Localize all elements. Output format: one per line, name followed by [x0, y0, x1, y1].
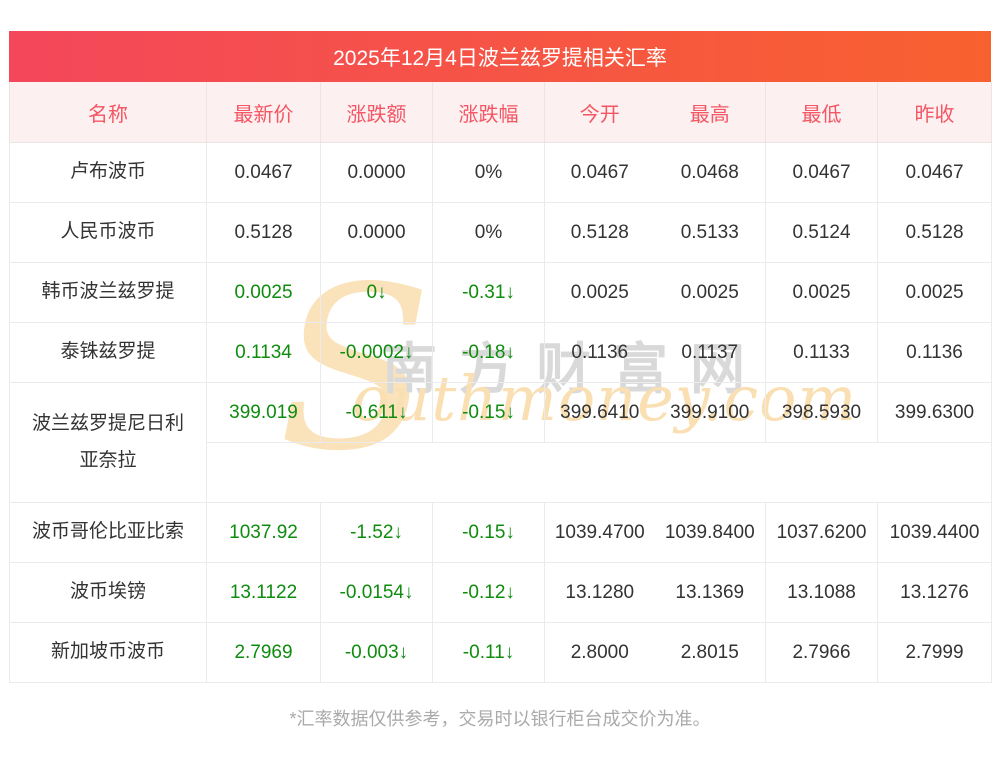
low-price: 2.7966 [765, 622, 878, 683]
change-amount: -0.0002↓ [320, 322, 433, 383]
change-percent: -0.15↓ [432, 502, 545, 563]
table-row: 卢布波币 0.0467 0.0000 0% 0.0467 0.0468 0.04… [9, 142, 992, 203]
low-price: 13.1088 [765, 562, 878, 623]
change-amount: 0.0000 [320, 202, 433, 263]
change-percent: 0% [432, 142, 545, 203]
open-price: 13.1280 [544, 562, 655, 623]
column-header-latest: 最新价 [206, 82, 321, 143]
low-price: 0.0467 [765, 142, 878, 203]
column-header-high: 最高 [654, 82, 766, 143]
open-price: 0.0025 [544, 262, 655, 323]
latest-price: 2.7969 [206, 622, 321, 683]
change-percent: 0% [432, 202, 545, 263]
currency-pair-name: 人民币波币 [9, 202, 207, 263]
currency-pair-name: 韩币波兰兹罗提 [9, 262, 207, 323]
latest-price: 0.0025 [206, 262, 321, 323]
open-price: 0.5128 [544, 202, 655, 263]
high-price: 13.1369 [654, 562, 766, 623]
latest-price: 13.1122 [206, 562, 321, 623]
rates-table: 名称 最新价 涨跌额 涨跌幅 今开 最高 最低 昨收 卢布波币 0.0467 0… [9, 82, 992, 683]
prev-close-price: 2.7999 [877, 622, 992, 683]
prev-close-price: 0.0467 [877, 142, 992, 203]
currency-pair-name: 波币哥伦比亚比索 [9, 502, 207, 563]
high-price: 0.0468 [654, 142, 766, 203]
footnote: *汇率数据仅供参考，交易时以银行柜台成交价为准。 [289, 709, 711, 729]
table-row-spacer [10, 442, 992, 503]
currency-pair-name: 卢布波币 [9, 142, 207, 203]
change-amount: -0.0154↓ [320, 562, 433, 623]
low-price: 0.1133 [765, 322, 878, 383]
low-price: 398.5930 [765, 382, 878, 443]
change-percent: -0.11↓ [432, 622, 545, 683]
open-price: 399.6410 [544, 382, 655, 443]
column-header-change: 涨跌额 [320, 82, 433, 143]
latest-price: 0.0467 [206, 142, 321, 203]
latest-price: 399.019 [206, 382, 321, 443]
table-row: 韩币波兰兹罗提 0.0025 0↓ -0.31↓ 0.0025 0.0025 0… [9, 262, 992, 323]
table-row: 波兰兹罗提尼日利亚奈拉 399.019 -0.611↓ -0.15↓ 399.6… [9, 382, 992, 503]
prev-close-price: 13.1276 [877, 562, 992, 623]
prev-close-price: 399.6300 [877, 382, 992, 443]
change-amount: 0↓ [320, 262, 433, 323]
content-area: 2025年12月4日波兰兹罗提相关汇率 名称 最新价 涨跌额 涨跌幅 今开 最高… [9, 31, 992, 729]
change-amount: -1.52↓ [320, 502, 433, 563]
high-price: 2.8015 [654, 622, 766, 683]
table-row: 人民币波币 0.5128 0.0000 0% 0.5128 0.5133 0.5… [9, 202, 992, 263]
column-header-name: 名称 [9, 82, 207, 143]
prev-close-price: 0.1136 [877, 322, 992, 383]
open-price: 0.0467 [544, 142, 655, 203]
prev-close-price: 0.5128 [877, 202, 992, 263]
high-price: 1039.8400 [654, 502, 766, 563]
currency-pair-name: 波兰兹罗提尼日利亚奈拉 [9, 382, 207, 503]
low-price: 0.5124 [765, 202, 878, 263]
latest-price: 0.1134 [206, 322, 321, 383]
currency-pair-name: 泰铢兹罗提 [9, 322, 207, 383]
high-price: 0.5133 [654, 202, 766, 263]
change-amount: -0.003↓ [320, 622, 433, 683]
change-percent: -0.15↓ [432, 382, 545, 443]
title-bar: 2025年12月4日波兰兹罗提相关汇率 [9, 31, 991, 82]
change-percent: -0.31↓ [432, 262, 545, 323]
currency-pair-name: 新加坡币波币 [9, 622, 207, 683]
table-row: 新加坡币波币 2.7969 -0.003↓ -0.11↓ 2.8000 2.80… [9, 622, 992, 683]
column-header-prev-close: 昨收 [877, 82, 992, 143]
table-row: 波币埃镑 13.1122 -0.0154↓ -0.12↓ 13.1280 13.… [9, 562, 992, 623]
low-price: 0.0025 [765, 262, 878, 323]
open-price: 2.8000 [544, 622, 655, 683]
prev-close-price: 1039.4400 [877, 502, 992, 563]
latest-price: 0.5128 [206, 202, 321, 263]
empty-cell [206, 442, 992, 503]
table-row: 波币哥伦比亚比索 1037.92 -1.52↓ -0.15↓ 1039.4700… [9, 502, 992, 563]
header-row: 名称 最新价 涨跌额 涨跌幅 今开 最高 最低 昨收 [9, 82, 992, 143]
column-header-change-pct: 涨跌幅 [432, 82, 545, 143]
change-percent: -0.18↓ [432, 322, 545, 383]
change-percent: -0.12↓ [432, 562, 545, 623]
high-price: 0.0025 [654, 262, 766, 323]
latest-price: 1037.92 [206, 502, 321, 563]
open-price: 1039.4700 [544, 502, 655, 563]
high-price: 0.1137 [654, 322, 766, 383]
low-price: 1037.6200 [765, 502, 878, 563]
prev-close-price: 0.0025 [877, 262, 992, 323]
table-row: 泰铢兹罗提 0.1134 -0.0002↓ -0.18↓ 0.1136 0.11… [9, 322, 992, 383]
open-price: 0.1136 [544, 322, 655, 383]
currency-pair-name: 波币埃镑 [9, 562, 207, 623]
page-title: 2025年12月4日波兰兹罗提相关汇率 [333, 46, 667, 70]
column-header-open: 今开 [544, 82, 655, 143]
change-amount: 0.0000 [320, 142, 433, 203]
change-amount: -0.611↓ [320, 382, 433, 443]
column-header-low: 最低 [765, 82, 878, 143]
high-price: 399.9100 [654, 382, 766, 443]
